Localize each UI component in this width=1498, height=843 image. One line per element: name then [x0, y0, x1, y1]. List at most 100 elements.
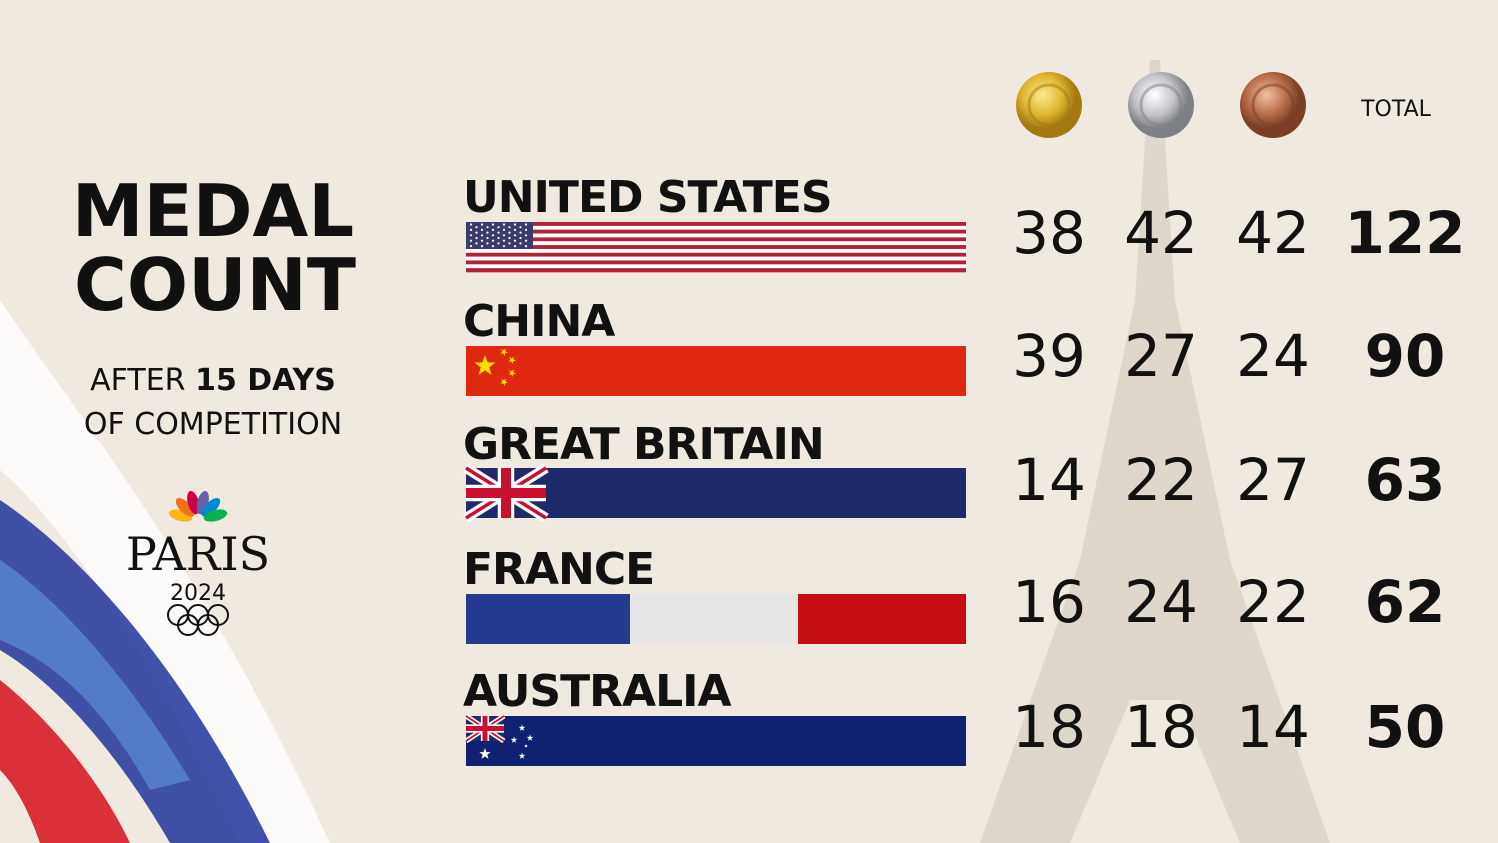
olympic-rings: [167, 604, 229, 636]
star: [519, 242, 522, 245]
white: [630, 594, 798, 644]
star: [524, 245, 528, 248]
star: [469, 234, 473, 237]
gold-count: 38: [1012, 199, 1086, 267]
feather: [175, 498, 195, 517]
star: [513, 223, 517, 226]
star: [480, 245, 484, 248]
star: [480, 234, 484, 237]
star: [502, 234, 506, 237]
blue: [466, 594, 630, 644]
logo-name: PARIS: [126, 527, 270, 581]
star: [497, 242, 500, 245]
star: [480, 228, 484, 231]
country-name: AUSTRALIA: [463, 666, 731, 717]
logo-year: 2024: [170, 581, 226, 606]
bronze-count: 42: [1236, 199, 1310, 267]
star: [491, 245, 495, 248]
stripe: [466, 245, 966, 250]
bronze-count: 14: [1236, 693, 1310, 761]
star: [508, 226, 511, 229]
flags: [463, 222, 966, 766]
feather: [187, 490, 200, 515]
silver-count: 42: [1124, 199, 1198, 267]
star: [502, 228, 506, 231]
subtitle: AFTER 15 DAYS: [90, 363, 336, 398]
star: [524, 228, 528, 231]
stripe: [466, 237, 966, 242]
star: [513, 228, 517, 231]
peacock-logo: [168, 490, 228, 522]
stripe: [466, 256, 966, 261]
star: [497, 226, 500, 229]
stripe: [466, 241, 966, 246]
star: [491, 239, 495, 242]
star: [524, 744, 528, 748]
star: [518, 752, 526, 759]
silver-count: 24: [1124, 568, 1198, 636]
star: [524, 234, 528, 237]
medal-icons: [1016, 72, 1306, 138]
star: [500, 378, 508, 386]
subtitle-text: AFTER: [90, 363, 185, 398]
star: [508, 369, 516, 377]
feather: [201, 498, 221, 517]
star: [497, 231, 500, 234]
red: [798, 594, 966, 644]
gold-count: 14: [1012, 446, 1086, 514]
title-line: COUNT: [74, 243, 356, 327]
star: [502, 239, 506, 242]
field: [466, 468, 966, 518]
stripe: [466, 248, 966, 254]
star: [469, 228, 473, 231]
silver-count: 27: [1124, 322, 1198, 390]
star: [510, 736, 518, 743]
stripe: [466, 264, 966, 269]
bronze-count: 24: [1236, 322, 1310, 390]
star: [508, 231, 511, 234]
stripe: [466, 268, 966, 273]
country-name: CHINA: [463, 296, 615, 347]
star: [524, 239, 528, 242]
star: [475, 231, 478, 234]
silver-count: 22: [1124, 446, 1198, 514]
star: [519, 231, 522, 234]
stripe: [466, 252, 966, 257]
star: [497, 236, 500, 240]
star: [480, 239, 484, 242]
tower: [980, 60, 1330, 843]
total-count: 50: [1365, 693, 1446, 761]
star: [480, 223, 484, 226]
star: [502, 223, 506, 226]
canton: [466, 222, 533, 249]
star: [519, 236, 522, 240]
title-line: MEDAL: [72, 169, 354, 253]
stripe: [466, 225, 966, 230]
total-count: 122: [1344, 199, 1465, 267]
star: [513, 239, 517, 242]
star: [508, 356, 516, 364]
subtitle-days: 15 DAYS: [195, 363, 336, 398]
star: [513, 245, 517, 248]
star: [486, 231, 489, 234]
field: [466, 716, 966, 766]
total-count: 90: [1365, 322, 1446, 390]
star: [508, 236, 511, 240]
brush-strokes: [0, 300, 330, 843]
star: [500, 348, 508, 356]
bronze-count: 27: [1236, 446, 1310, 514]
star: [513, 234, 517, 237]
star: [469, 223, 473, 226]
stripe: [466, 260, 966, 265]
stripe: [466, 233, 966, 238]
star: [524, 223, 528, 226]
field: [466, 346, 966, 396]
gold-count: 18: [1012, 693, 1086, 761]
country-name: UNITED STATES: [463, 172, 832, 223]
star: [491, 223, 495, 226]
total-count: 62: [1365, 568, 1446, 636]
star: [469, 245, 473, 248]
uj-cross-red: [466, 716, 504, 741]
stripe: [466, 222, 966, 227]
